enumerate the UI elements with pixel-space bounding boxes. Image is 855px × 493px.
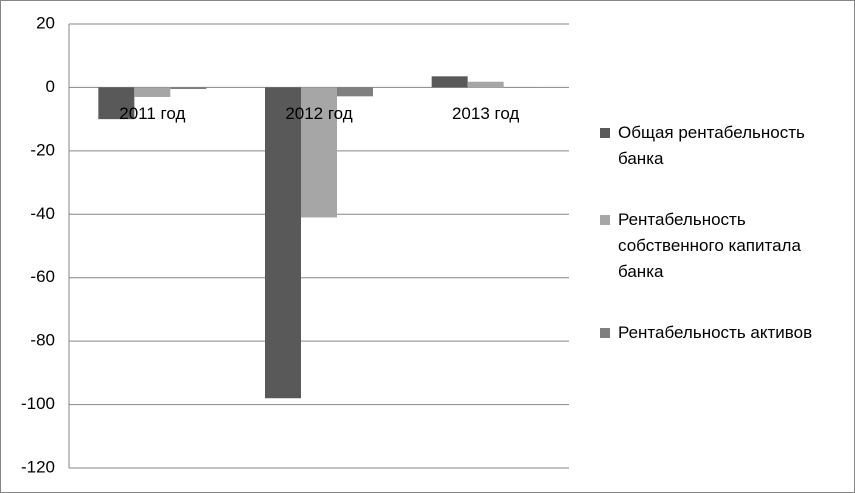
bar <box>265 87 301 399</box>
legend-item: Рентабельность активов <box>600 320 840 346</box>
legend-item: Общая рентабельность банка <box>600 120 840 172</box>
legend-label: Общая рентабельность банка <box>618 123 805 168</box>
y-tick-label: -40 <box>30 204 55 223</box>
legend-label: Рентабельность активов <box>618 323 813 342</box>
x-tick-label: 2011 год <box>119 104 185 123</box>
legend: Общая рентабельность банка Рентабельность… <box>600 120 840 381</box>
bar <box>431 76 468 88</box>
bar <box>98 87 135 120</box>
bar <box>467 81 504 88</box>
legend-label: Рентабельность собственного капитала бан… <box>618 210 801 281</box>
legend-item: Рентабельность собственного капитала бан… <box>600 207 840 285</box>
bar <box>134 87 171 97</box>
bar <box>170 87 207 90</box>
bar <box>301 87 337 218</box>
y-tick-label: -100 <box>21 394 55 413</box>
legend-marker <box>600 215 610 225</box>
y-tick-label: -20 <box>30 140 55 159</box>
y-tick-label: -80 <box>30 331 55 350</box>
y-tick-label: 20 <box>36 13 55 32</box>
x-tick-label: 2013 год <box>452 104 519 123</box>
bar <box>337 87 373 97</box>
y-tick-label: 0 <box>46 77 55 96</box>
y-tick-label: -60 <box>30 267 55 286</box>
legend-marker <box>600 128 610 138</box>
y-tick-label: -120 <box>21 457 55 476</box>
legend-marker <box>600 328 610 338</box>
x-tick-label: 2012 год <box>285 104 352 123</box>
